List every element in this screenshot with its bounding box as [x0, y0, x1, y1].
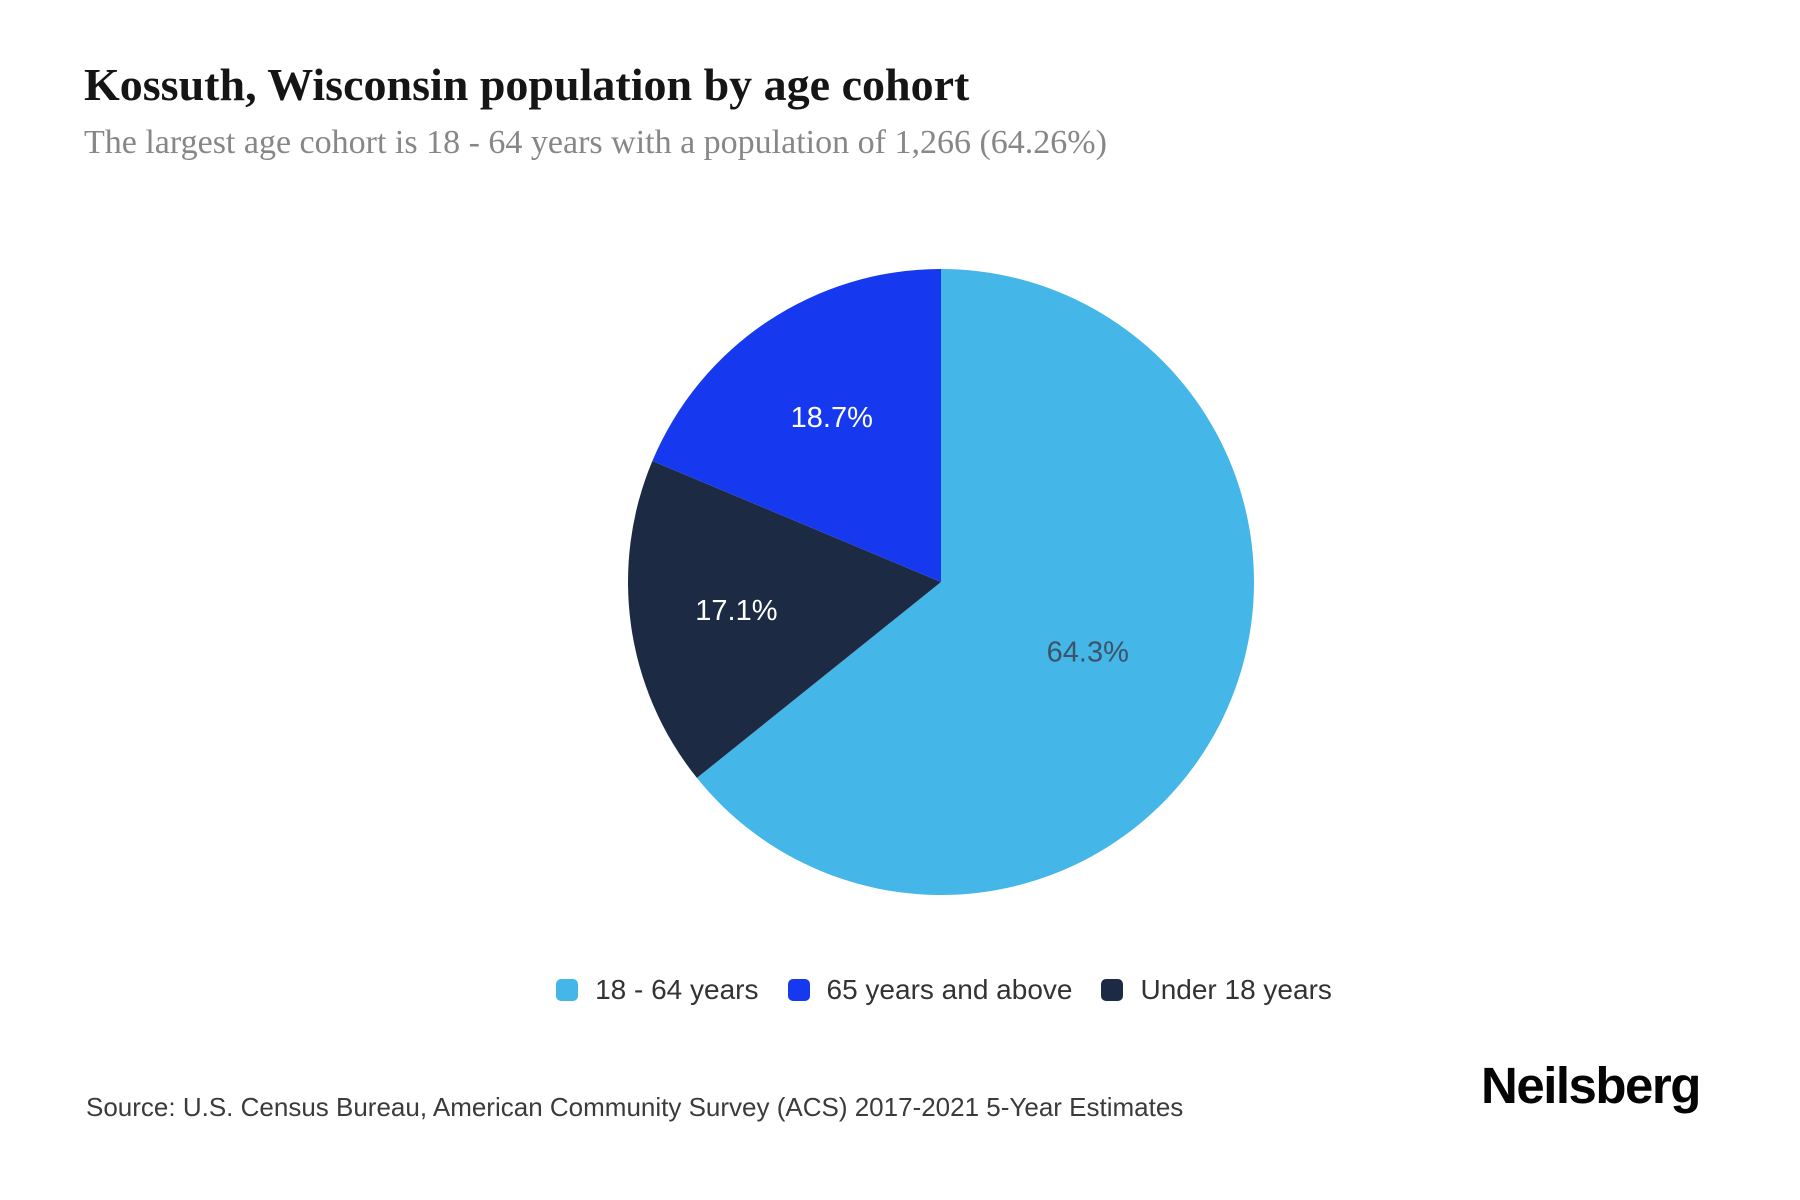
chart-subtitle: The largest age cohort is 18 - 64 years …	[84, 124, 1107, 161]
legend: 18 - 64 years 65 years and above Under 1…	[44, 974, 1800, 1006]
slice-label-65-years-and-above: 18.7%	[791, 402, 873, 434]
pie-slice-18---64-years[interactable]	[696, 269, 1254, 895]
legend-item-65-years-and-above[interactable]: 65 years and above	[787, 974, 1073, 1006]
legend-swatch-18-64-years	[556, 979, 579, 1001]
source-attribution: Source: U.S. Census Bureau, American Com…	[86, 1092, 1184, 1122]
legend-label-65-years-and-above: 65 years and above	[826, 974, 1073, 1005]
legend-swatch-65-years-and-above	[787, 979, 810, 1001]
legend-label-18-64-years: 18 - 64 years	[595, 974, 759, 1005]
neilsberg-logo[interactable]: Neilsberg	[1481, 1057, 1701, 1114]
pie-slice-under-18-years[interactable]	[628, 460, 941, 778]
pie-chart: 64.3% 17.1% 18.7%	[628, 269, 1254, 895]
legend-label-under-18-years: Under 18 years	[1140, 974, 1332, 1005]
legend-item-under-18-years[interactable]: Under 18 years	[1101, 974, 1332, 1006]
legend-swatch-under-18-years	[1101, 979, 1124, 1001]
pie-slice-65-years-and-above[interactable]	[652, 269, 941, 582]
slice-label-18---64-years: 64.3%	[1047, 636, 1129, 668]
slice-label-under-18-years: 17.1%	[695, 595, 777, 627]
legend-item-18-64-years[interactable]: 18 - 64 years	[556, 974, 759, 1006]
chart-title: Kossuth, Wisconsin population by age coh…	[84, 59, 970, 110]
